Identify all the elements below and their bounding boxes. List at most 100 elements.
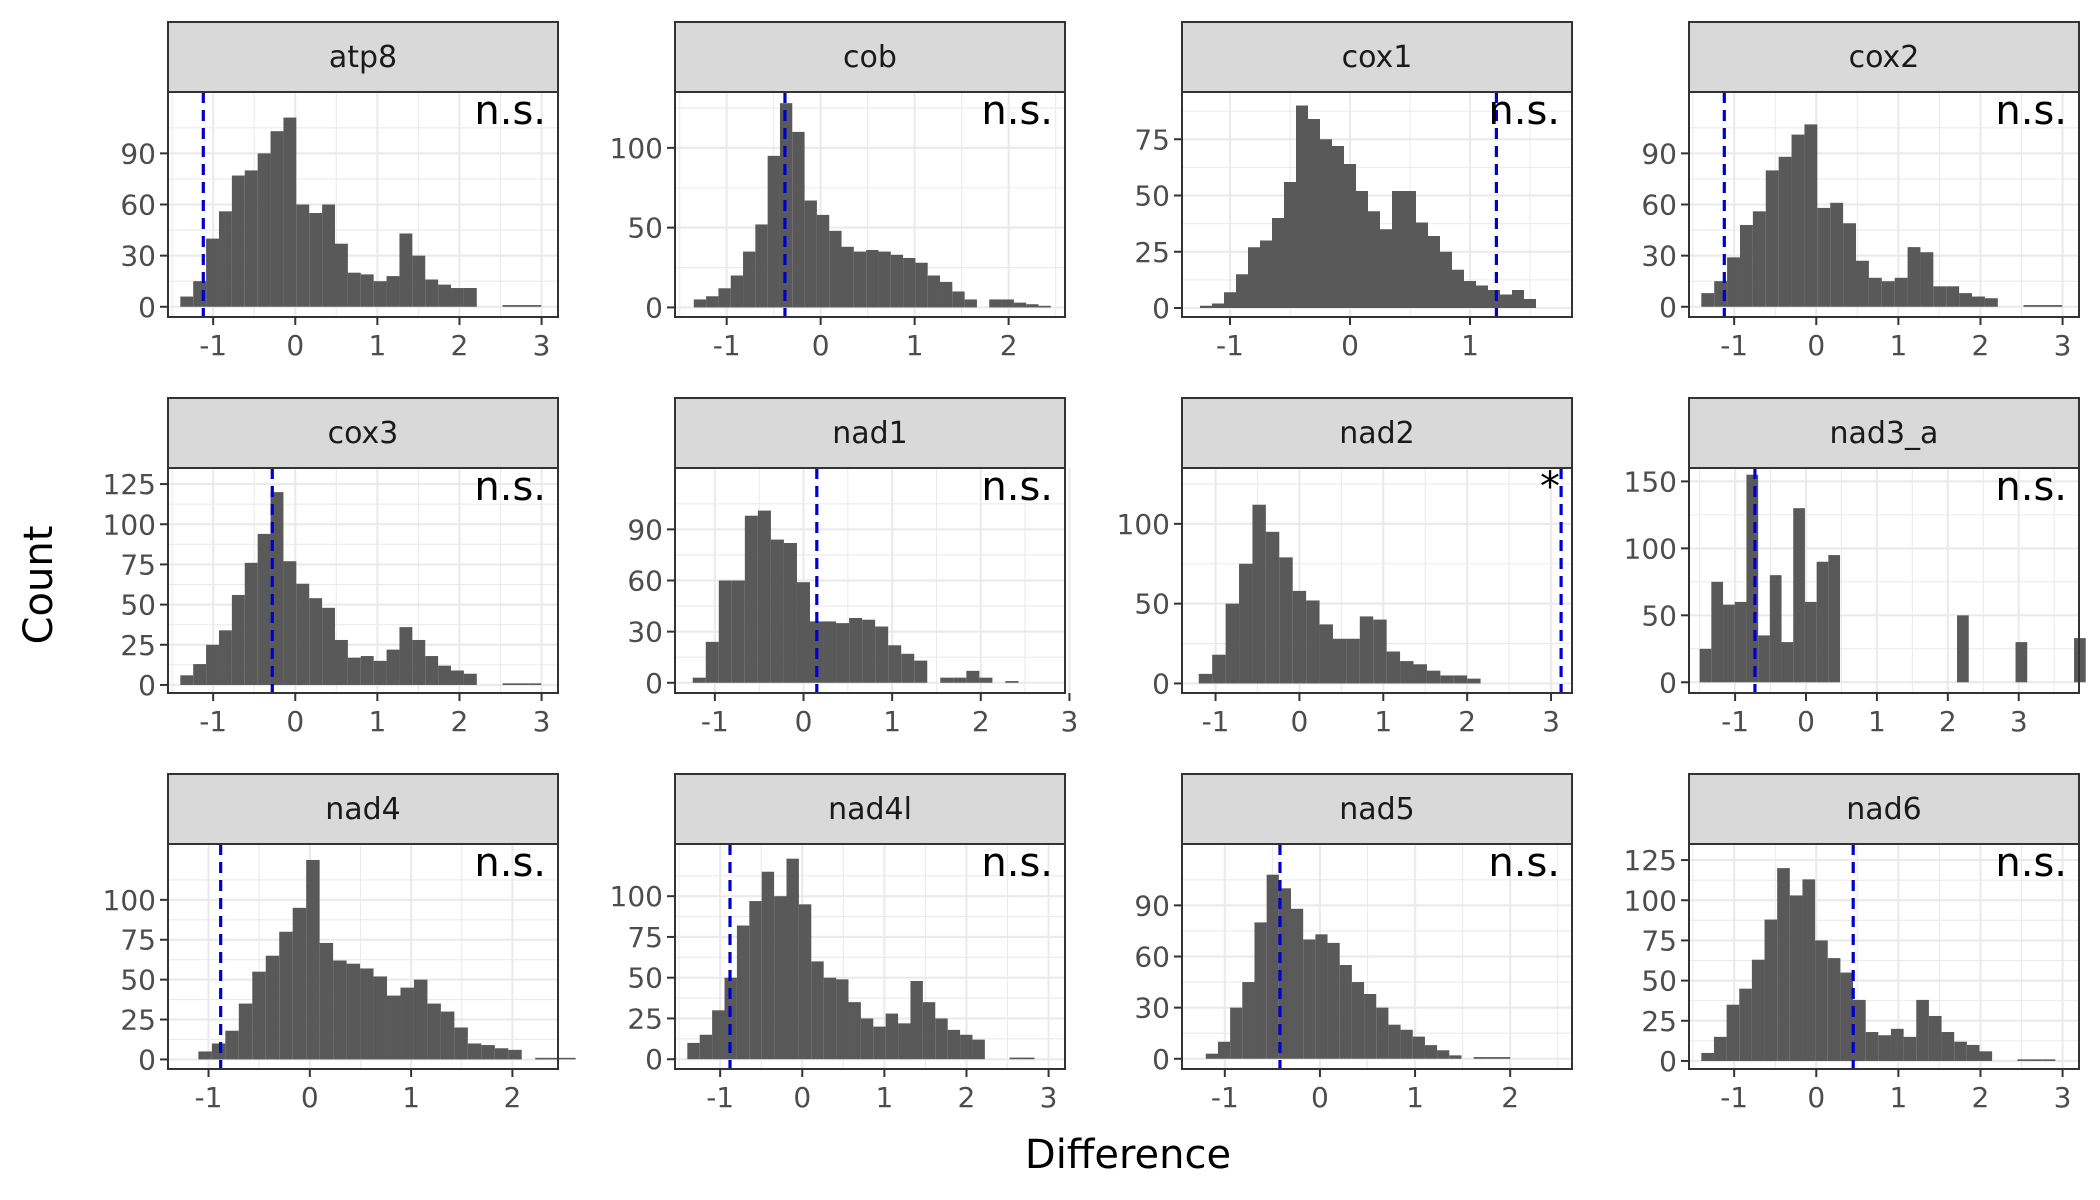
significance-label: n.s.: [1488, 840, 1560, 886]
histogram-bar: [1386, 651, 1401, 684]
histogram-bar: [823, 621, 837, 683]
histogram-bar: [966, 670, 980, 683]
y-tick-label: 50: [120, 589, 156, 622]
histogram-bar: [1327, 942, 1340, 1059]
histogram-bar: [1764, 919, 1778, 1061]
strip-label: nad1: [832, 416, 908, 451]
histogram-bar: [692, 677, 706, 683]
histogram-bar: [1413, 664, 1427, 684]
histogram-bar: [853, 251, 867, 308]
histogram-bar: [1038, 305, 1051, 308]
histogram-bar: [451, 288, 464, 307]
x-tick-label: -1: [1202, 705, 1230, 738]
histogram-bar: [1959, 293, 1973, 307]
histogram-bar: [1212, 654, 1226, 684]
histogram-bar: [1272, 218, 1284, 308]
x-tick-label: -1: [701, 705, 729, 738]
y-axis-ticks: 0 50 100: [610, 132, 675, 324]
histogram-bar: [1001, 299, 1014, 308]
x-tick-label: 3: [2054, 1081, 2072, 1114]
histogram-bar: [1265, 531, 1280, 684]
histogram-bar: [718, 580, 732, 683]
histogram-bar: [1843, 223, 1857, 307]
y-axis-ticks: 0 25 50 75 100 125: [103, 468, 168, 702]
histogram-bar: [463, 288, 477, 307]
x-tick-label: 2: [1501, 1081, 1519, 1114]
x-tick-label: 2: [451, 705, 469, 738]
histogram-bar: [1979, 1051, 1993, 1061]
histogram-bar: [1802, 879, 1816, 1061]
histogram-bar: [792, 131, 805, 308]
histogram-bar: [335, 639, 348, 685]
histogram-bar: [1376, 1007, 1389, 1059]
significance-label: n.s.: [1488, 88, 1560, 134]
histogram-bar: [373, 281, 387, 307]
y-tick-label: 0: [645, 291, 663, 324]
histogram-bar: [1351, 982, 1365, 1059]
x-tick-label: 1: [883, 705, 901, 738]
panel-border: [167, 467, 559, 694]
x-tick-label: -1: [706, 1081, 734, 1114]
x-tick-label: 1: [1461, 329, 1479, 362]
histogram-bar: [265, 955, 280, 1060]
histogram-bar: [1739, 988, 1752, 1061]
histogram-bar: [347, 272, 361, 307]
strip-background: [1181, 773, 1573, 845]
histogram-bar: [1198, 673, 1213, 684]
histogram-bar: [836, 979, 849, 1060]
histogram-bar: [292, 907, 307, 1060]
y-tick-label: 50: [1134, 180, 1170, 213]
x-axis-ticks: -1 0 1: [1216, 317, 1479, 362]
x-tick-label: 0: [1341, 329, 1359, 362]
y-tick-label: 0: [645, 667, 663, 700]
facet-panel-nad3_a: nad3_a n.s. -1 0 1 2 3 0 50 100 150: [1624, 397, 2086, 738]
y-axis-ticks: 0 25 50 75 100: [610, 880, 675, 1076]
histogram-bar: [1239, 563, 1253, 684]
histogram-bar: [1416, 222, 1428, 308]
histogram-bar: [427, 1003, 441, 1060]
histogram-bar: [953, 677, 967, 683]
x-tick-label: 3: [1040, 1081, 1058, 1114]
strip-label: cob: [843, 40, 897, 75]
histogram-bar: [425, 279, 439, 307]
y-tick-label: 60: [627, 565, 663, 598]
y-tick-label: 50: [1134, 588, 1170, 621]
histogram-bar: [1868, 277, 1882, 307]
y-tick-label: 0: [1659, 666, 1677, 699]
histogram-bar: [309, 598, 323, 685]
histogram-bar: [1306, 600, 1320, 684]
x-axis-ticks: -1 0 1 2 3: [199, 317, 550, 362]
x-tick-label: -1: [195, 1081, 223, 1114]
y-tick-label: 50: [1641, 965, 1677, 998]
histogram-bar: [1388, 1024, 1401, 1059]
histogram-bar: [1476, 285, 1488, 308]
histogram-bar: [283, 561, 297, 685]
histogram-bar: [1769, 575, 1782, 683]
y-tick-label: 75: [1134, 123, 1170, 156]
histogram-bar: [319, 942, 334, 1060]
histogram-bar: [1236, 274, 1248, 308]
histogram-bar: [463, 673, 477, 685]
x-tick-label: 3: [1061, 705, 1079, 738]
y-axis-ticks: 0 50 100 150: [1624, 465, 1689, 699]
histogram-bar: [730, 275, 744, 308]
panel-border: [1688, 843, 2080, 1070]
histogram-bar: [811, 961, 824, 1060]
histogram-bar: [1815, 940, 1828, 1061]
strip-label: cox1: [1342, 40, 1413, 75]
x-tick-label: -1: [1720, 329, 1748, 362]
histogram-bar: [322, 607, 336, 685]
histogram-bar: [1727, 257, 1740, 307]
histogram-bar: [927, 275, 941, 308]
y-tick-label: 50: [627, 962, 663, 995]
histogram-bar: [1524, 299, 1536, 308]
histogram-bar: [829, 230, 842, 308]
histogram-bar: [1284, 182, 1296, 308]
strip-label: nad4: [325, 792, 401, 827]
histogram-bar: [1332, 638, 1347, 684]
x-tick-label: 0: [1807, 329, 1825, 362]
x-tick-label: 3: [2010, 705, 2028, 738]
histogram-bar: [438, 665, 452, 685]
